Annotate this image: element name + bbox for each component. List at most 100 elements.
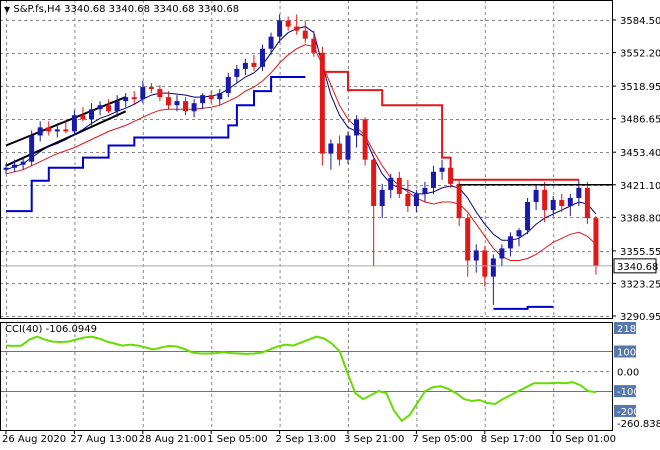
candle-body xyxy=(490,258,496,277)
price-tick-label: 3552.20 xyxy=(620,49,660,60)
candle-body xyxy=(576,187,582,198)
cci-tick-label: -260.8386 xyxy=(617,419,660,430)
candle xyxy=(559,193,565,213)
cci-tick-label: 218.5717 xyxy=(617,324,660,335)
price-tick-label: 3486.65 xyxy=(620,115,660,126)
candle xyxy=(405,179,411,213)
candle-body xyxy=(465,218,471,261)
candle-body xyxy=(268,36,274,49)
candle xyxy=(542,181,548,223)
candle xyxy=(507,232,513,257)
candle-body xyxy=(371,159,377,207)
cci-tick-box xyxy=(614,404,636,417)
candle-body xyxy=(165,97,171,106)
cci-levels xyxy=(0,351,612,392)
cci-series xyxy=(5,335,597,423)
candle-body xyxy=(396,177,402,194)
candle xyxy=(242,58,248,75)
candle-body xyxy=(345,135,351,160)
support-step xyxy=(6,76,306,213)
candle xyxy=(225,72,231,98)
candle xyxy=(354,115,360,148)
candle-body xyxy=(516,230,522,237)
candle-body xyxy=(46,127,52,132)
candle xyxy=(71,110,77,136)
time-tick-label: 26 Aug 2020 xyxy=(2,434,66,445)
candle-body xyxy=(89,109,94,120)
resistance-step xyxy=(322,70,579,181)
cci-line xyxy=(5,335,597,423)
time-tick-label: 28 Aug 21:00 xyxy=(139,434,206,445)
price-tick-label: 3355.55 xyxy=(620,247,660,258)
candle xyxy=(63,121,69,134)
price-grid xyxy=(0,0,612,318)
candle xyxy=(123,93,129,108)
candle xyxy=(362,117,368,166)
candle-body xyxy=(533,189,539,203)
candle-body xyxy=(37,127,43,136)
candle-body xyxy=(29,135,35,162)
candle-body xyxy=(174,101,180,106)
price-tick-label: 3388.80 xyxy=(620,213,660,224)
candle-body xyxy=(422,187,428,194)
candle-body xyxy=(140,87,146,100)
candle-body xyxy=(80,115,86,120)
candle-body xyxy=(200,95,206,104)
candle-body xyxy=(388,177,394,190)
candle xyxy=(533,185,539,211)
resistance-step-line xyxy=(322,70,579,181)
price-tick-label: 3518.95 xyxy=(620,82,660,93)
candle-body xyxy=(413,193,419,207)
candle xyxy=(311,30,317,57)
candle-body xyxy=(542,189,548,211)
candle-body xyxy=(584,187,590,219)
cci-tick-label: 100 xyxy=(617,347,636,358)
candle-body xyxy=(114,101,120,112)
candle xyxy=(422,181,428,203)
time-tick-label: 8 Sep 17:00 xyxy=(481,434,541,445)
candle xyxy=(12,159,18,172)
candle-body xyxy=(439,167,445,172)
candle xyxy=(516,228,522,247)
price-tick-label: 3421.10 xyxy=(620,181,660,192)
candle xyxy=(371,155,377,267)
candle-body xyxy=(473,250,479,261)
candle xyxy=(183,97,189,116)
candle xyxy=(140,81,146,104)
candle xyxy=(388,173,394,198)
candle-body xyxy=(217,93,223,100)
candle-body xyxy=(362,119,368,160)
candle-body xyxy=(123,97,129,102)
candle xyxy=(431,165,436,194)
candle xyxy=(593,216,599,275)
support-step-line xyxy=(6,76,554,310)
cci-tick-box xyxy=(614,345,636,358)
candle-body xyxy=(448,167,454,184)
cci-tick-label: -100 xyxy=(617,387,640,398)
candle xyxy=(20,157,26,170)
candle xyxy=(3,163,9,174)
price-tick-label: 3323.25 xyxy=(620,279,660,290)
candle xyxy=(191,99,197,118)
candle-body xyxy=(499,248,505,259)
time-tick-label: 1 Sep 05:00 xyxy=(207,434,267,445)
candle xyxy=(268,32,274,55)
candle-body xyxy=(97,105,103,110)
candles xyxy=(3,14,599,305)
price-tick-label: 3453.40 xyxy=(620,148,660,159)
candle xyxy=(473,244,479,273)
candle-body xyxy=(550,199,556,211)
candle xyxy=(29,130,35,166)
candle xyxy=(396,171,402,198)
candle xyxy=(448,165,454,188)
collapse-triangle-icon[interactable]: ▼ xyxy=(4,5,11,14)
candle-body xyxy=(208,95,214,100)
frames xyxy=(0,0,613,431)
candle-body xyxy=(567,197,573,207)
candle-body xyxy=(379,189,385,207)
candle xyxy=(217,89,223,106)
candle-body xyxy=(20,161,26,165)
cci-tick-label: -200 xyxy=(617,407,640,418)
support-step-low xyxy=(493,305,554,310)
cci-value: -106.0949 xyxy=(45,324,97,335)
